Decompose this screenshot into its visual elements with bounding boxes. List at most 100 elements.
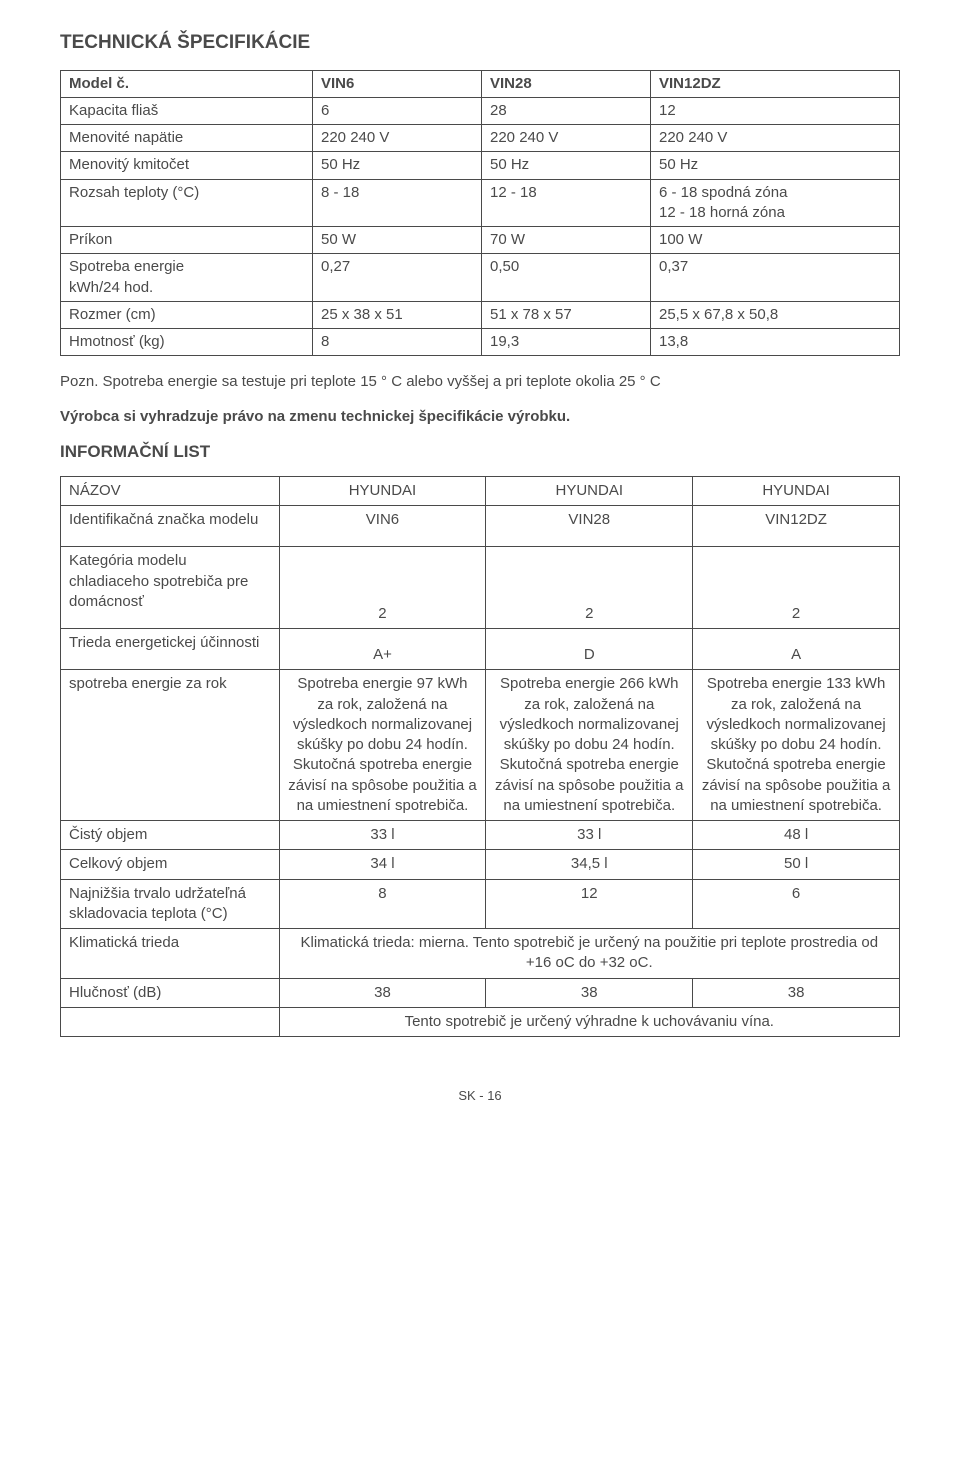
spec-cell: 50 Hz: [482, 152, 651, 179]
info-label: NÁZOV: [61, 476, 280, 505]
info-cell: 34 l: [279, 850, 486, 879]
info-cell: 48 l: [693, 821, 900, 850]
info-cell: VIN12DZ: [693, 506, 900, 547]
spec-table: Model č. VIN6 VIN28 VIN12DZ Kapacita fli…: [60, 70, 900, 357]
spec-row: Menovité napätie 220 240 V 220 240 V 220…: [61, 125, 900, 152]
info-row-name: NÁZOV HYUNDAI HYUNDAI HYUNDAI: [61, 476, 900, 505]
info-row-volnet: Čistý objem 33 l 33 l 48 l: [61, 821, 900, 850]
info-label: Celkový objem: [61, 850, 280, 879]
spec-label: Hmotnosť (kg): [61, 329, 313, 356]
spec-row: Rozmer (cm) 25 x 38 x 51 51 x 78 x 57 25…: [61, 301, 900, 328]
info-row-id: Identifikačná značka modelu VIN6 VIN28 V…: [61, 506, 900, 547]
info-row-efficiency: Trieda energetickej účinnosti A+ D A: [61, 629, 900, 670]
info-cell: 8: [279, 879, 486, 929]
info-row-category: Kategória modelu chladiaceho spotrebiča …: [61, 547, 900, 629]
spec-cell: 19,3: [482, 329, 651, 356]
spec-cell: 25,5 x 67,8 x 50,8: [651, 301, 900, 328]
info-cell: Spotreba energie 133 kWh za rok, založen…: [693, 670, 900, 821]
spec-cell: 6: [313, 97, 482, 124]
info-cell: HYUNDAI: [693, 476, 900, 505]
spec-cell: 50 Hz: [651, 152, 900, 179]
spec-cell: 51 x 78 x 57: [482, 301, 651, 328]
spec-row: Príkon 50 W 70 W 100 W: [61, 227, 900, 254]
info-label: Hlučnosť (dB): [61, 978, 280, 1007]
spec-cell: 50 W: [313, 227, 482, 254]
info-label: Čistý objem: [61, 821, 280, 850]
info-cell: VIN28: [486, 506, 693, 547]
info-cell: D: [486, 629, 693, 670]
info-label-empty: [61, 1007, 280, 1036]
info-cell: 6: [693, 879, 900, 929]
spec-header-cell: VIN12DZ: [651, 70, 900, 97]
info-cell: 2: [486, 547, 693, 629]
info-cell: Spotreba energie 97 kWh za rok, založená…: [279, 670, 486, 821]
info-cell: A+: [279, 629, 486, 670]
spec-label: Menovité napätie: [61, 125, 313, 152]
spec-cell: 6 - 18 spodná zóna 12 - 18 horná zóna: [651, 179, 900, 227]
info-cell: VIN6: [279, 506, 486, 547]
spec-cell: 100 W: [651, 227, 900, 254]
spec-label: Rozmer (cm): [61, 301, 313, 328]
info-cell: 33 l: [279, 821, 486, 850]
info-label: Klimatická trieda: [61, 929, 280, 979]
spec-cell: 0,37: [651, 254, 900, 302]
info-label: spotreba energie za rok: [61, 670, 280, 821]
spec-cell: 8 - 18: [313, 179, 482, 227]
info-row-wine: Tento spotrebič je určený výhradne k uch…: [61, 1007, 900, 1036]
info-cell: 2: [279, 547, 486, 629]
spec-cell: 220 240 V: [313, 125, 482, 152]
spec-header-row: Model č. VIN6 VIN28 VIN12DZ: [61, 70, 900, 97]
spec-row: Rozsah teploty (°C) 8 - 18 12 - 18 6 - 1…: [61, 179, 900, 227]
spec-header-cell: Model č.: [61, 70, 313, 97]
info-cell: Spotreba energie 266 kWh za rok, založen…: [486, 670, 693, 821]
info-label: Identifikačná značka modelu: [61, 506, 280, 547]
info-cell: 34,5 l: [486, 850, 693, 879]
spec-label: Menovitý kmitočet: [61, 152, 313, 179]
spec-cell: 12: [651, 97, 900, 124]
spec-label: Spotreba energie kWh/24 hod.: [61, 254, 313, 302]
spec-cell: 70 W: [482, 227, 651, 254]
spec-label: Rozsah teploty (°C): [61, 179, 313, 227]
spec-cell: 12 - 18: [482, 179, 651, 227]
info-row-temp: Najnižšia trvalo udržateľná skladovacia …: [61, 879, 900, 929]
info-row-voltot: Celkový objem 34 l 34,5 l 50 l: [61, 850, 900, 879]
info-cell: HYUNDAI: [279, 476, 486, 505]
spec-cell: 220 240 V: [482, 125, 651, 152]
info-cell: A: [693, 629, 900, 670]
reserve-text: Výrobca si vyhradzuje právo na zmenu tec…: [60, 407, 900, 427]
spec-cell: 25 x 38 x 51: [313, 301, 482, 328]
spec-row: Kapacita fliaš 6 28 12: [61, 97, 900, 124]
info-label: Najnižšia trvalo udržateľná skladovacia …: [61, 879, 280, 929]
info-title: INFORMAČNÍ LIST: [60, 441, 900, 464]
spec-cell: 13,8: [651, 329, 900, 356]
spec-label: Kapacita fliaš: [61, 97, 313, 124]
spec-header-cell: VIN28: [482, 70, 651, 97]
spec-row: Menovitý kmitočet 50 Hz 50 Hz 50 Hz: [61, 152, 900, 179]
info-cell: 38: [693, 978, 900, 1007]
spec-cell: 220 240 V: [651, 125, 900, 152]
info-row-energy: spotreba energie za rok Spotreba energie…: [61, 670, 900, 821]
spec-cell: 50 Hz: [313, 152, 482, 179]
spec-cell: 8: [313, 329, 482, 356]
info-cell-merged: Klimatická trieda: mierna. Tento spotreb…: [279, 929, 899, 979]
info-row-noise: Hlučnosť (dB) 38 38 38: [61, 978, 900, 1007]
info-cell: 38: [486, 978, 693, 1007]
spec-row: Hmotnosť (kg) 8 19,3 13,8: [61, 329, 900, 356]
info-cell-merged: Tento spotrebič je určený výhradne k uch…: [279, 1007, 899, 1036]
note-text: Pozn. Spotreba energie sa testuje pri te…: [60, 372, 900, 392]
spec-label: Príkon: [61, 227, 313, 254]
info-label: Kategória modelu chladiaceho spotrebiča …: [61, 547, 280, 629]
spec-cell: 0,27: [313, 254, 482, 302]
spec-row: Spotreba energie kWh/24 hod. 0,27 0,50 0…: [61, 254, 900, 302]
info-cell: 2: [693, 547, 900, 629]
info-label: Trieda energetickej účinnosti: [61, 629, 280, 670]
info-cell: 12: [486, 879, 693, 929]
info-cell: 38: [279, 978, 486, 1007]
info-cell: HYUNDAI: [486, 476, 693, 505]
page-footer: SK - 16: [60, 1087, 900, 1105]
info-row-climate: Klimatická trieda Klimatická trieda: mie…: [61, 929, 900, 979]
info-cell: 33 l: [486, 821, 693, 850]
spec-cell: 28: [482, 97, 651, 124]
spec-header-cell: VIN6: [313, 70, 482, 97]
info-cell: 50 l: [693, 850, 900, 879]
